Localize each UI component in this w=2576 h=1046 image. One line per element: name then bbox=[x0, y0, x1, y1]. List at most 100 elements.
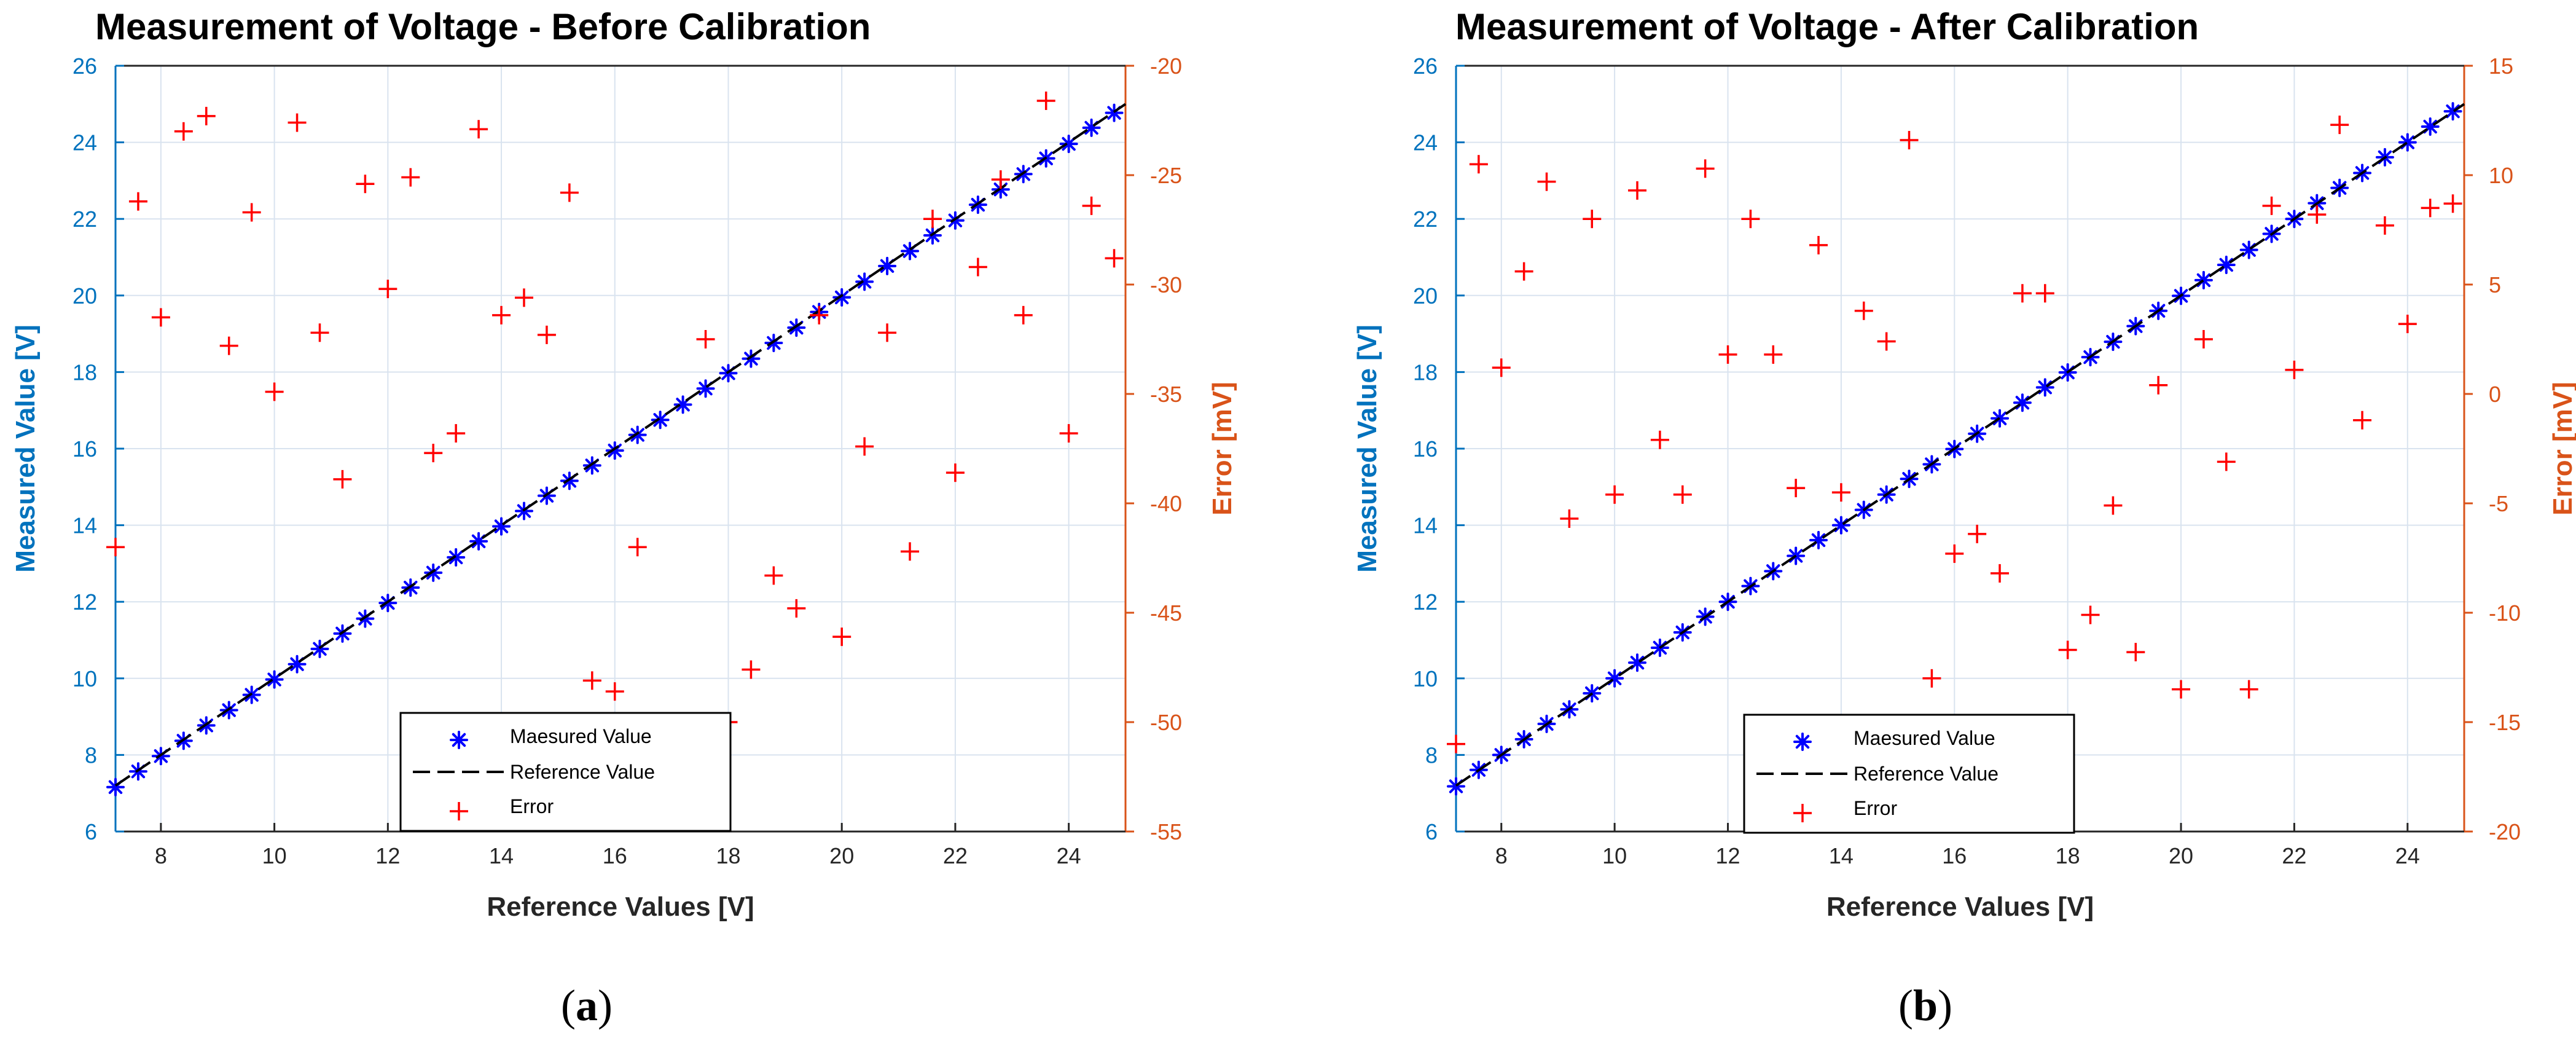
error-point bbox=[628, 538, 647, 557]
x-tick-label: 8 bbox=[1495, 843, 1508, 868]
error-point bbox=[1787, 479, 1806, 498]
error-point bbox=[696, 330, 715, 348]
legend: Maesured Value Reference Value Error bbox=[1743, 714, 2075, 834]
error-point bbox=[2104, 496, 2123, 515]
error-point bbox=[1877, 332, 1896, 351]
error-point bbox=[1605, 485, 1624, 504]
error-point bbox=[1537, 172, 1556, 191]
x-tick-label: 10 bbox=[262, 843, 287, 868]
panel-caption: (a) bbox=[561, 981, 613, 1030]
panel-caption: (b) bbox=[1898, 981, 1952, 1030]
error-point bbox=[378, 280, 397, 299]
measured-point bbox=[832, 288, 851, 307]
x-axis-label: Reference Values [V] bbox=[1826, 892, 2094, 922]
error-point bbox=[991, 170, 1010, 189]
measured-point bbox=[424, 563, 443, 582]
error-point bbox=[1696, 159, 1715, 178]
chart-title: Measurement of Voltage - Before Calibrat… bbox=[95, 6, 871, 47]
error-point bbox=[1809, 235, 1828, 254]
x-tick-label: 20 bbox=[2169, 843, 2193, 868]
reference-line bbox=[1455, 103, 2465, 787]
y-right-tick-label: -5 bbox=[2489, 491, 2508, 516]
legend-label: Reference Value bbox=[510, 761, 655, 783]
y-left-tick-label: 6 bbox=[1425, 819, 1438, 844]
y-left-tick-label: 18 bbox=[72, 360, 97, 385]
panel-caption-letter: a bbox=[576, 981, 598, 1030]
error-point bbox=[855, 437, 874, 456]
y-left-tick-label: 16 bbox=[1413, 436, 1438, 462]
x-tick-label: 12 bbox=[375, 843, 400, 868]
error-point bbox=[1673, 485, 1692, 504]
x-axis-label: Reference Values [V] bbox=[487, 892, 754, 922]
error-point bbox=[968, 258, 987, 277]
panel-b: 8 10 12 14 16 18 20 22 24 6 8 10 12 14 16 18 20 22 24 26 -20… bbox=[1352, 6, 2576, 1030]
y-right-tick-label: 10 bbox=[2489, 163, 2513, 188]
error-point bbox=[605, 682, 624, 701]
y-left-tick-label: 14 bbox=[1413, 513, 1438, 538]
error-point bbox=[1583, 210, 1602, 229]
error-point bbox=[2217, 452, 2236, 471]
y-right-tick-label: -55 bbox=[1150, 819, 1182, 844]
legend-label: Maesured Value bbox=[1854, 727, 1995, 749]
series-reference-value bbox=[1455, 103, 2465, 787]
legend: Maesured Value Reference Value Error bbox=[399, 712, 732, 832]
error-point bbox=[945, 463, 965, 482]
error-point bbox=[923, 210, 942, 229]
y-right-tick-label: -25 bbox=[1150, 163, 1182, 188]
error-point bbox=[1831, 483, 1850, 502]
y-left-axis-label: Measured Value [V] bbox=[10, 324, 41, 572]
error-point bbox=[1650, 430, 1669, 449]
x-tick-label: 16 bbox=[1942, 843, 1967, 868]
x-tick-label: 22 bbox=[2282, 843, 2306, 868]
y-left-tick-label: 14 bbox=[72, 513, 97, 538]
legend-measured-icon bbox=[1793, 733, 1812, 751]
error-point bbox=[901, 542, 920, 561]
x-tick-label: 22 bbox=[943, 843, 968, 868]
error-point bbox=[2149, 376, 2168, 395]
error-point bbox=[787, 599, 806, 618]
y-left-tick-label: 18 bbox=[1413, 360, 1438, 385]
y-right-tick-label: -20 bbox=[2489, 819, 2521, 844]
y-right-tick-label: -30 bbox=[1150, 272, 1182, 297]
y-left-tick-label: 20 bbox=[72, 283, 97, 309]
y-right-axis-label: Error [mV] bbox=[1207, 382, 1237, 516]
reference-line bbox=[114, 103, 1127, 787]
error-point bbox=[2081, 605, 2100, 624]
y-left-tick-label: 24 bbox=[1413, 130, 1438, 155]
y-left-tick-label: 8 bbox=[85, 742, 97, 768]
error-point bbox=[1036, 91, 1055, 110]
measured-point bbox=[787, 318, 806, 337]
error-point bbox=[742, 660, 761, 679]
measured-point bbox=[1809, 530, 1828, 549]
y-left-tick-label: 12 bbox=[1413, 589, 1438, 615]
error-point bbox=[560, 183, 579, 202]
error-point bbox=[424, 444, 443, 463]
x-tick-label: 18 bbox=[716, 843, 740, 868]
error-point bbox=[1492, 358, 1511, 377]
error-point bbox=[447, 424, 466, 443]
y-left-tick-label: 8 bbox=[1425, 742, 1438, 768]
error-point bbox=[128, 192, 147, 211]
chart-title: Measurement of Voltage - After Calibrati… bbox=[1455, 6, 2199, 47]
x-tick-label: 10 bbox=[1602, 843, 1627, 868]
measured-point bbox=[651, 411, 670, 430]
error-point bbox=[469, 120, 488, 139]
series-reference-value bbox=[114, 103, 1127, 787]
error-point bbox=[1514, 262, 1533, 281]
y-right-tick-label: -15 bbox=[2489, 710, 2521, 735]
y-left-tick-label: 26 bbox=[1413, 53, 1438, 79]
error-point bbox=[2013, 284, 2032, 303]
error-point bbox=[106, 538, 125, 557]
y-left-axis-label: Measured Value [V] bbox=[1352, 324, 1382, 572]
legend-measured-icon bbox=[450, 731, 468, 749]
measured-point bbox=[605, 441, 624, 460]
error-point bbox=[1991, 564, 2010, 583]
error-point bbox=[1764, 345, 1783, 364]
error-point bbox=[2330, 116, 2349, 135]
error-point bbox=[265, 382, 284, 401]
error-point bbox=[2353, 411, 2372, 430]
x-tick-label: 14 bbox=[1829, 843, 1854, 868]
error-point bbox=[242, 203, 261, 222]
error-point bbox=[2126, 643, 2145, 662]
